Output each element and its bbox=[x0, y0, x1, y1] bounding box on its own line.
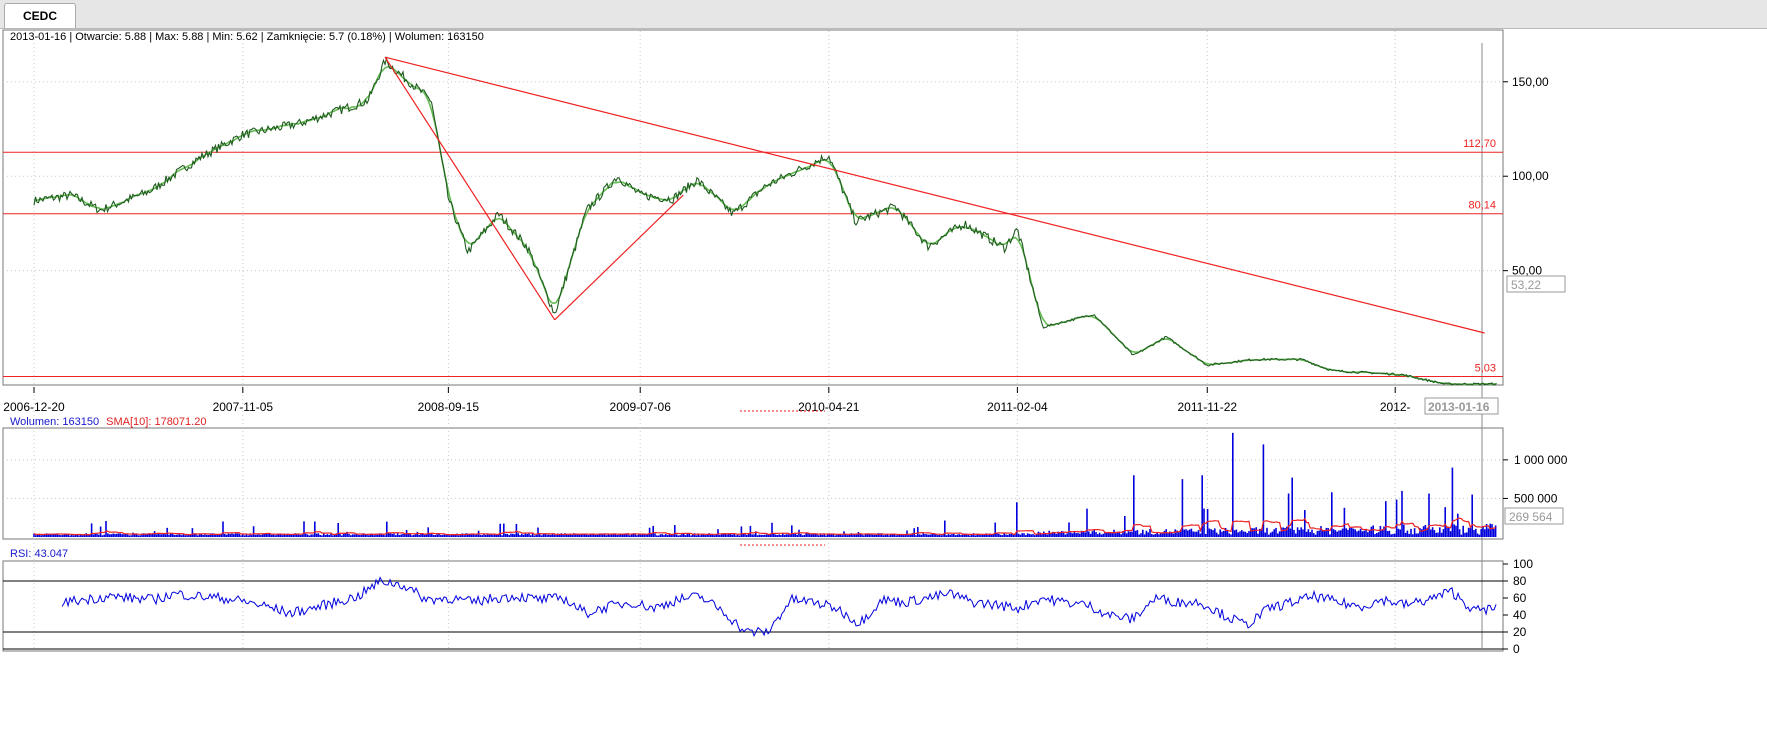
x-tick-label: 2011-02-04 bbox=[987, 400, 1048, 414]
chart-frame: 2006-12-20 2007-11-05 2008-09-15 2009-07-06… bbox=[0, 29, 1767, 738]
rsi-y-tick-label: 60 bbox=[1513, 591, 1527, 605]
ohlc-info-line: 2013-01-16 | Otwarcie: 5.88 | Max: 5.88 … bbox=[10, 31, 484, 43]
trendline bbox=[554, 194, 684, 321]
price-y-tick-label: 150,00 bbox=[1512, 75, 1549, 89]
current-value-box bbox=[1506, 275, 1566, 293]
volume-panel-border bbox=[2, 427, 1504, 540]
volume-header: Wolumen: 163150 SMA[10]: 178071.20 bbox=[10, 416, 206, 428]
rsi-header: RSI: 43.047 bbox=[10, 548, 69, 560]
rsi-line bbox=[61, 576, 1497, 638]
sma-header: SMA[10]: 178071.20 bbox=[106, 416, 207, 428]
rsi-y-tick-label: 0 bbox=[1513, 642, 1520, 656]
x-tick-label: 2010-04-21 bbox=[798, 400, 860, 414]
volume-sma-line bbox=[33, 517, 1496, 536]
volume-value-box bbox=[1504, 507, 1564, 525]
volume-value-label: 269 564 bbox=[1509, 510, 1553, 524]
current-date-box bbox=[1424, 397, 1499, 415]
tab-cedc[interactable]: CEDC bbox=[4, 3, 77, 28]
rsi-y-tick-label: 40 bbox=[1513, 608, 1527, 622]
volume-y-tick-label: 500 000 bbox=[1514, 491, 1558, 505]
volume-header-value: Wolumen: 163150 bbox=[10, 416, 100, 428]
trendline bbox=[384, 56, 556, 321]
price-line bbox=[33, 56, 1497, 386]
current-value-label: 53,22 bbox=[1511, 278, 1541, 292]
rsi-y-tick-label: 100 bbox=[1513, 557, 1533, 571]
horizontal-level-label: 5,03 bbox=[1475, 362, 1496, 374]
price-y-tick-label: 50,00 bbox=[1512, 264, 1542, 278]
price-y-tick-label: 100,00 bbox=[1512, 169, 1549, 183]
price-smoothed-line bbox=[33, 65, 1497, 386]
x-tick-label: 2008-09-15 bbox=[418, 400, 480, 414]
current-date-label: 2013-01-16 bbox=[1428, 400, 1490, 414]
x-tick-label: 2006-12-20 bbox=[3, 400, 65, 414]
horizontal-level-label: 112,70 bbox=[1463, 138, 1496, 150]
rsi-y-tick-label: 80 bbox=[1513, 574, 1527, 588]
volume-y-tick-label: 1 000 000 bbox=[1514, 453, 1568, 467]
horizontal-level-label: 80,14 bbox=[1468, 200, 1496, 212]
rsi-panel-border bbox=[2, 560, 1504, 652]
price-panel-border bbox=[2, 29, 1504, 386]
x-tick-label: 2009-07-06 bbox=[610, 400, 672, 414]
chart-canvas[interactable]: 2006-12-20 2007-11-05 2008-09-15 2009-07-06… bbox=[0, 29, 1767, 738]
trendline bbox=[384, 56, 1485, 334]
tab-bar: CEDC bbox=[0, 0, 1767, 29]
x-tick-label: 2012- bbox=[1380, 400, 1411, 414]
x-tick-label: 2007-11-05 bbox=[213, 400, 274, 414]
rsi-y-tick-label: 20 bbox=[1513, 625, 1527, 639]
x-tick-label: 2011-11-22 bbox=[1177, 400, 1237, 414]
